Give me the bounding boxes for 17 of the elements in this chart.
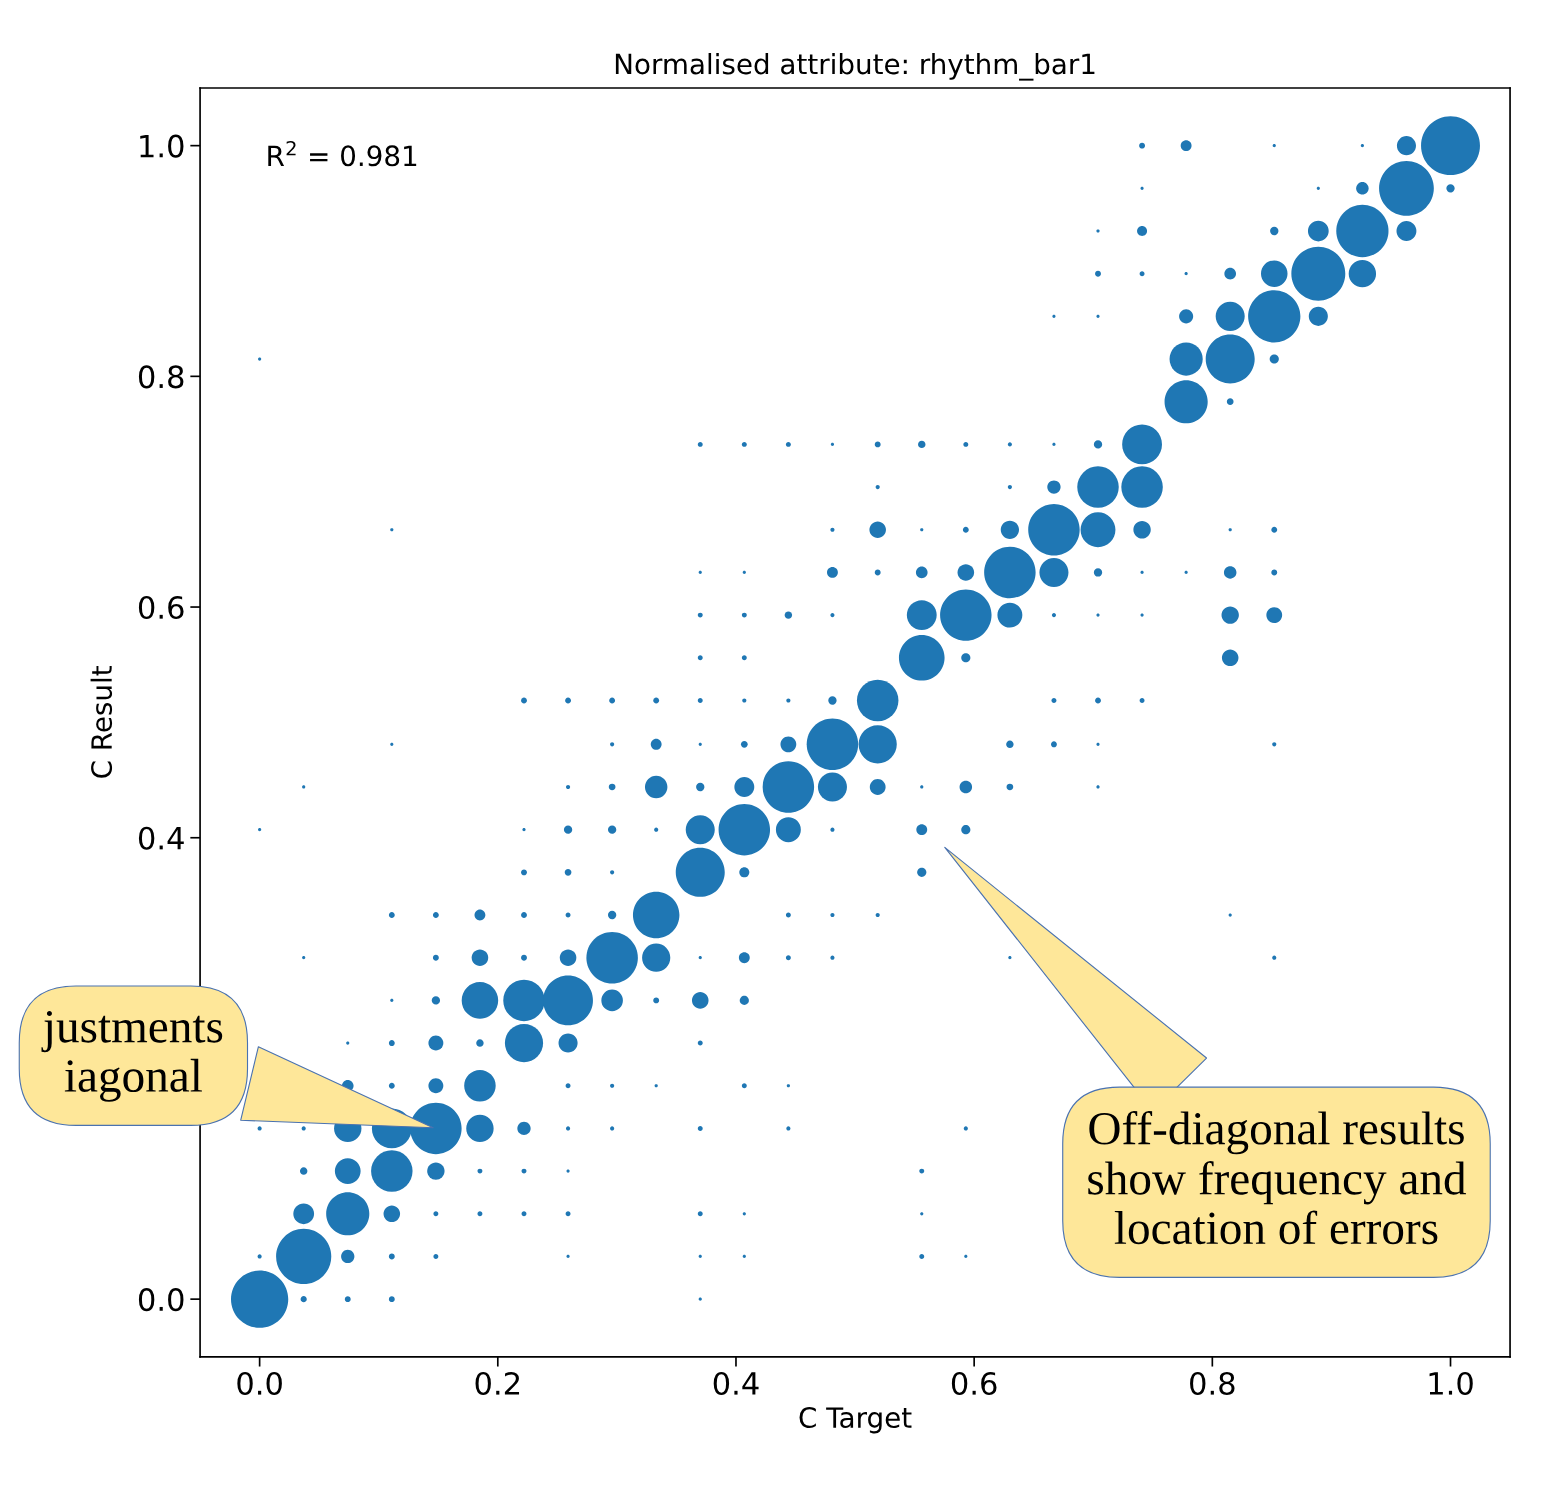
x-axis-title: C Target [799, 1407, 912, 1434]
y-axis-title: C Result [90, 666, 113, 778]
x-tick-label: 0.2 [475, 1371, 520, 1396]
x-tick-label: 0.8 [1190, 1371, 1235, 1396]
y-tick-label: 0.8 [138, 365, 184, 389]
annotation: justments iagonal [41, 1010, 223, 1102]
x-tick-label: 1.0 [1429, 1371, 1473, 1396]
x-tick-label: 0.6 [951, 1371, 997, 1396]
annotation: R$^{2}$ = 0.981 [268, 140, 417, 167]
annotation: Off-diagonal results show frequency and location of errors [1088, 1110, 1467, 1245]
y-tick-label: 0.4 [138, 826, 184, 850]
y-tick-label: 0.6 [138, 595, 184, 620]
chart-title: Normalised attribute: rhythm_bar1 [615, 52, 1095, 81]
x-tick-label: 0.4 [713, 1371, 759, 1396]
x-tick-label: 0.0 [237, 1371, 282, 1396]
y-tick-label: 1.0 [140, 134, 184, 158]
y-tick-label: 0.0 [138, 1288, 184, 1312]
